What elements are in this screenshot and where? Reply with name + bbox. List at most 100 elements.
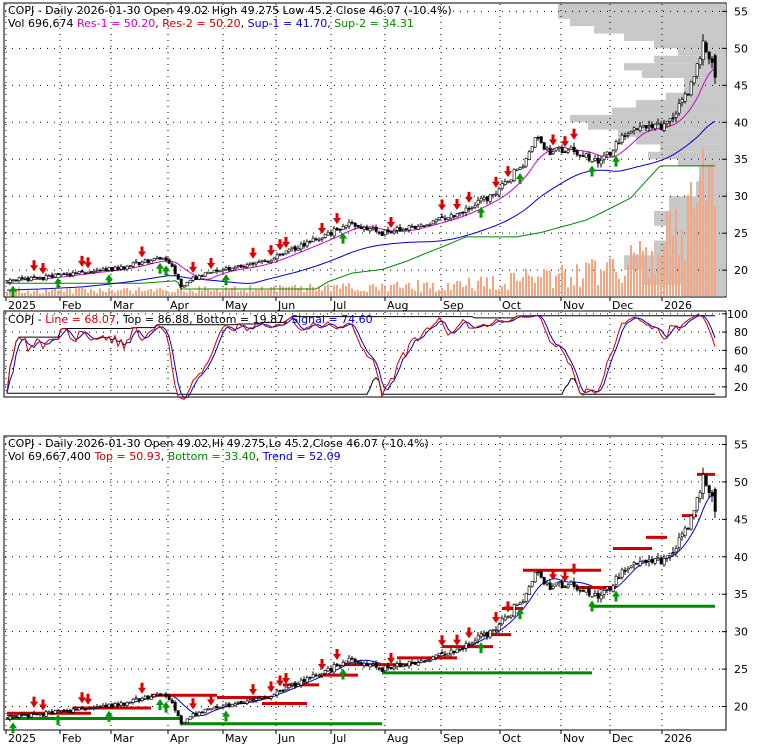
candle-body — [332, 664, 336, 673]
candle-body — [209, 708, 213, 711]
volume-bar — [276, 292, 278, 296]
candle-body — [443, 218, 447, 220]
volume-bar — [657, 254, 659, 296]
candle-body — [548, 147, 552, 155]
candle-body — [38, 276, 42, 279]
volume-bar — [99, 288, 101, 296]
candle-body — [68, 709, 72, 713]
profile-bar — [618, 129, 726, 138]
candle-body — [662, 123, 666, 131]
candle-body — [287, 685, 291, 689]
candle-body — [593, 158, 597, 161]
candle-body — [437, 652, 441, 656]
candle-body — [185, 718, 189, 723]
volume-bar — [489, 289, 491, 296]
x-tick-label: Sep — [443, 299, 464, 312]
volume-bar — [81, 287, 83, 296]
candle-body — [293, 682, 297, 687]
candle-body — [86, 271, 90, 274]
volume-bar — [525, 268, 527, 296]
candle-body — [428, 224, 432, 226]
candle-body — [455, 648, 459, 653]
volume-bar — [555, 275, 557, 296]
candle-body — [464, 643, 468, 649]
volume-bar — [210, 290, 212, 296]
sell-arrow — [318, 222, 326, 234]
volume-bar — [477, 280, 479, 296]
candle-body — [242, 266, 246, 268]
candle-body — [347, 657, 351, 663]
volume-bar — [654, 274, 656, 296]
candle-body — [380, 667, 384, 672]
volume-bar — [450, 290, 452, 296]
candle-body — [521, 601, 525, 604]
candle-body — [137, 698, 141, 702]
volume-bar — [213, 290, 215, 296]
volume-bar — [609, 258, 611, 296]
profile-bar — [654, 55, 726, 64]
candle-body — [344, 224, 348, 228]
volume-bar — [378, 290, 380, 296]
volume-bar — [30, 293, 32, 296]
volume-bar — [423, 283, 425, 296]
candle-body — [365, 227, 369, 231]
candle-body — [686, 93, 690, 96]
candle-body — [692, 76, 696, 84]
volume-bar — [69, 288, 71, 296]
candle-body — [470, 207, 474, 209]
candle-body — [671, 117, 675, 120]
candle-body — [113, 703, 117, 707]
volume-bar — [516, 281, 518, 296]
candle-body — [122, 702, 126, 706]
y-tick-label: 20 — [734, 264, 748, 277]
volume-bar — [402, 288, 404, 296]
volume-bar — [162, 289, 164, 296]
buy-arrow — [339, 232, 347, 244]
candle-body — [191, 276, 195, 281]
volume-bar — [348, 283, 350, 296]
volume-bar — [234, 286, 236, 296]
x-tick-label: Apr — [170, 732, 190, 745]
y-tick-label: 60 — [734, 344, 748, 357]
buy-arrow — [588, 600, 596, 612]
x-tick-label: Dec — [612, 732, 633, 745]
candle-body — [134, 261, 138, 263]
candle-body — [341, 662, 345, 666]
candle-body — [356, 225, 360, 228]
candle-body — [602, 155, 606, 160]
candle-body — [170, 699, 174, 704]
candle-body — [506, 181, 510, 183]
trend-header-ohlc: - Daily 2026-01-30 Open 49.02,Hi 49.275,… — [34, 437, 429, 450]
candle-body — [152, 258, 156, 261]
candle-body — [218, 270, 222, 273]
candle-body — [218, 707, 222, 709]
candle-body — [389, 231, 393, 234]
candle-body — [602, 590, 606, 595]
volume-bar — [675, 209, 677, 296]
candle-body — [233, 703, 237, 706]
candle-body — [512, 169, 516, 182]
candle-body — [545, 582, 549, 585]
volume-bar — [666, 211, 668, 296]
candle-body — [530, 146, 534, 152]
candle-body — [611, 585, 615, 592]
sell-arrow — [138, 682, 146, 694]
volume-bar — [591, 259, 593, 296]
volume-bar — [207, 288, 209, 296]
candle-body — [122, 266, 126, 270]
volume-bar — [495, 289, 497, 296]
volume-bar — [135, 290, 137, 296]
candle-body — [551, 585, 555, 589]
volume-bar — [576, 264, 578, 296]
candle-body — [296, 248, 300, 251]
sell-arrow — [570, 128, 578, 140]
candle-body — [401, 229, 405, 231]
candle-body — [407, 225, 411, 231]
x-tick-label: Sep — [443, 732, 464, 745]
candle-body — [599, 160, 603, 165]
volume-bar — [309, 283, 311, 296]
candle-body — [335, 227, 339, 231]
volume-bar — [474, 290, 476, 296]
volume-bar — [414, 290, 416, 296]
